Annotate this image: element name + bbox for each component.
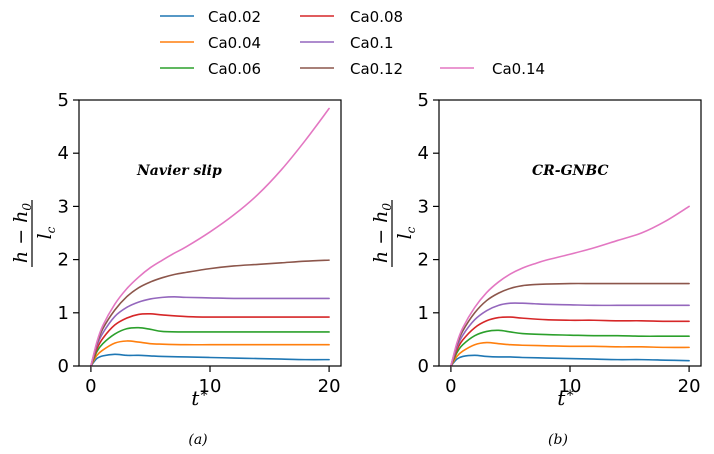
panel-b-caption: (b)	[548, 432, 568, 448]
panel-b: 0 1 2 3 4 5 0 10 20 CR-GNBC h − h0 lc t∗ (b)	[370, 90, 702, 448]
panel-a-ytick-label-4: 4	[58, 143, 69, 164]
panel-a-ytick-label-3: 3	[58, 196, 69, 217]
panel-b-series-ca0-06	[450, 329, 690, 367]
legend-entry-ca0-08: Ca0.08	[300, 8, 403, 26]
panel-a-series-ca0-12	[90, 259, 330, 367]
panel-b-ylabel: h − h0 lc	[370, 200, 418, 267]
panel-b-axes: 0 1 2 3 4 5 0 10 20	[418, 90, 701, 397]
legend-entry-ca0-12: Ca0.12	[300, 60, 403, 78]
legend-label-ca0-06: Ca0.06	[208, 60, 261, 78]
panel-b-xlabel: t∗	[557, 385, 575, 410]
panel-a-ytick-label-1: 1	[58, 303, 69, 324]
panel-b-series-ca0-14	[450, 205, 690, 367]
legend-label-ca0-04: Ca0.04	[208, 34, 261, 52]
panel-b-annotation: CR-GNBC	[532, 163, 609, 179]
panel-a-frame	[78, 99, 342, 367]
panel-a-axes: 0 1 2 3 4 5 0 10 20	[58, 90, 341, 397]
panel-a-series-ca0-06	[90, 326, 330, 367]
legend-entry-ca0-1: Ca0.1	[300, 34, 394, 52]
legend-label-ca0-1: Ca0.1	[350, 34, 394, 52]
panel-b-xtick-label-10: 10	[559, 376, 582, 397]
panel-b-ytick-label-5: 5	[418, 90, 429, 111]
panel-a-series-ca0-1	[90, 296, 330, 367]
legend: Ca0.02 Ca0.04 Ca0.06 Ca0.08 Ca0.1 Ca0.12…	[160, 8, 545, 78]
legend-label-ca0-08: Ca0.08	[350, 8, 403, 26]
svg-text:lc: lc	[394, 226, 418, 239]
panel-a-caption: (a)	[188, 432, 207, 448]
panel-a: 0 1 2 3 4 5 0 10 20 Navier slip h − h0 lc t∗ (a)	[10, 90, 342, 448]
svg-text:lc: lc	[34, 226, 58, 239]
panel-b-ytick-label-2: 2	[418, 250, 429, 271]
panel-b-ytick-label-1: 1	[418, 303, 429, 324]
panel-b-ytick-label-0: 0	[418, 356, 429, 377]
panel-a-xtick-label-10: 10	[199, 376, 222, 397]
legend-entry-ca0-14: Ca0.14	[440, 60, 545, 78]
legend-entry-ca0-04: Ca0.04	[160, 34, 261, 52]
panel-b-series	[450, 205, 690, 367]
panel-b-series-ca0-08	[450, 316, 690, 367]
panel-b-xtick-label-20: 20	[678, 376, 701, 397]
panel-a-series-ca0-02	[90, 353, 330, 367]
legend-entry-ca0-02: Ca0.02	[160, 8, 261, 26]
panel-a-ylabel: h − h0 lc	[10, 200, 58, 267]
panel-a-xlabel: t∗	[191, 385, 209, 410]
legend-label-ca0-02: Ca0.02	[208, 8, 261, 26]
panel-a-series-ca0-08	[90, 313, 330, 367]
panel-b-frame	[438, 99, 702, 367]
panel-a-xtick-label-0: 0	[85, 376, 96, 397]
legend-entry-ca0-06: Ca0.06	[160, 60, 261, 78]
svg-text:h − h0: h − h0	[10, 203, 34, 263]
panel-a-ytick-label-5: 5	[58, 90, 69, 111]
panel-b-xtick-label-0: 0	[445, 376, 456, 397]
panel-b-ytick-label-3: 3	[418, 196, 429, 217]
panel-a-ytick-label-0: 0	[58, 356, 69, 377]
panel-a-ytick-label-2: 2	[58, 250, 69, 271]
panel-b-series-ca0-02	[450, 354, 690, 367]
legend-label-ca0-12: Ca0.12	[350, 60, 403, 78]
svg-text:h − h0: h − h0	[370, 203, 394, 263]
panel-a-annotation: Navier slip	[136, 163, 222, 179]
panel-b-series-ca0-1	[450, 302, 690, 367]
panel-b-series-ca0-12	[450, 282, 690, 367]
panel-a-series	[90, 107, 330, 367]
legend-label-ca0-14: Ca0.14	[492, 60, 545, 78]
panel-a-series-ca0-14	[90, 107, 330, 367]
panel-b-series-ca0-04	[450, 341, 690, 367]
panel-a-xtick-label-20: 20	[318, 376, 341, 397]
panel-b-ytick-label-4: 4	[418, 143, 429, 164]
panel-a-series-ca0-04	[90, 340, 330, 367]
